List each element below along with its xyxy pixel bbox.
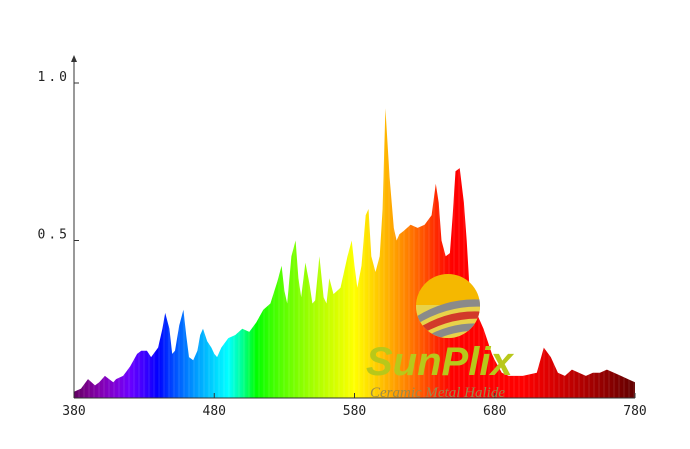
plot-area (74, 108, 635, 398)
x-tick-label: 780 (623, 404, 646, 419)
x-tick-label: 580 (343, 404, 366, 419)
sun-icon (416, 274, 480, 338)
y-tick-label: 1.0 (38, 70, 70, 85)
x-tick-label: 380 (62, 404, 85, 419)
sunplix-logo: SunPlix Ceramic Metal Halide (366, 274, 514, 401)
y-ticks: 0.5 1.0 (38, 70, 79, 243)
x-tick-label: 480 (203, 404, 226, 419)
x-ticks: 380 480 580 680 780 (62, 393, 647, 419)
spectrum-area (74, 108, 635, 398)
logo-wordmark: SunPlix (366, 340, 514, 384)
logo-tagline: Ceramic Metal Halide (370, 385, 505, 401)
y-axis-arrow-icon (71, 55, 77, 62)
x-tick-label: 680 (483, 404, 506, 419)
axes: 380 480 580 680 780 0.5 1.0 (38, 55, 647, 419)
y-tick-label: 0.5 (38, 228, 70, 243)
